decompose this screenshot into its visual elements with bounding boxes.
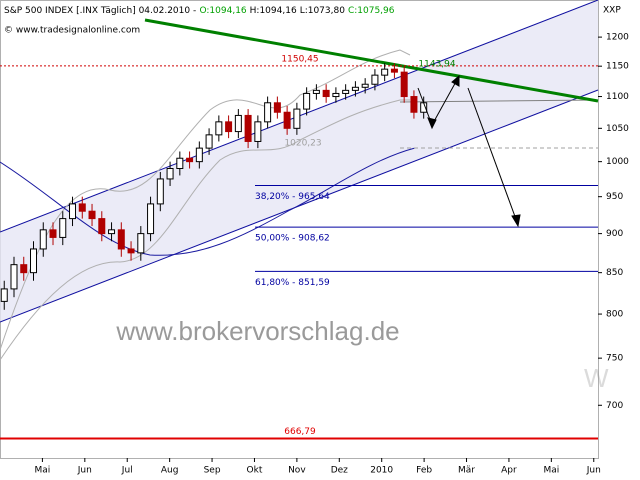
candle-body [49, 229, 57, 238]
level-label: 50,00% - 908,62 [255, 234, 330, 244]
candle-body [332, 92, 340, 98]
upper-band [0, 49, 411, 351]
resistance-line [144, 18, 599, 103]
y-tick-label: 850 [606, 268, 623, 278]
y-tick-label: 900 [606, 229, 623, 239]
x-tick-label: Nov [288, 466, 306, 476]
candle-body [117, 229, 125, 250]
candle-body [186, 157, 194, 163]
y-tick-label: 750 [606, 354, 623, 364]
candle-body [381, 68, 389, 76]
candle-body [166, 168, 174, 180]
quote-value: O:1094,16 [199, 6, 246, 16]
level-label: 61,80% - 851,59 [255, 278, 330, 288]
candle-body [78, 203, 86, 212]
x-tick-label: Feb [416, 466, 432, 476]
candle-body [410, 96, 418, 113]
channel-band [0, 0, 598, 322]
x-tick-label: Jun [586, 466, 601, 476]
arrow-head [451, 74, 460, 87]
candle-body [225, 121, 233, 133]
projection-arrows [417, 74, 521, 228]
x-tick-label: Aug [161, 466, 179, 476]
y-tick-label: 800 [606, 310, 623, 320]
source: © www.tradesignalonline.com [4, 26, 140, 36]
candle-body [88, 210, 96, 220]
candle-body [390, 68, 398, 73]
candle-body [30, 248, 38, 274]
watermark-fragment: W [584, 363, 609, 393]
candle-body [147, 203, 155, 235]
candle-body [98, 218, 106, 235]
y-tick-label: 1050 [606, 124, 629, 134]
channel-lower [0, 89, 599, 323]
candle-body [273, 102, 281, 113]
candle-body [254, 121, 262, 142]
watermark: www.brokervorschlag.de [115, 316, 399, 346]
candle-body [371, 74, 379, 85]
candle-body [108, 229, 116, 235]
candle-body [176, 157, 184, 170]
candle-body [303, 92, 311, 110]
y-tick-label: 1150 [606, 62, 629, 72]
candle-body [400, 71, 408, 98]
candle-body [195, 147, 203, 163]
candle-body [312, 89, 320, 94]
candle-body [293, 108, 301, 129]
candle-body [59, 218, 67, 238]
candle-body [156, 178, 164, 205]
candle-body [351, 86, 359, 91]
y-tick-label: 950 [606, 192, 623, 202]
y-tick-label: 1200 [606, 33, 629, 43]
candle-body [39, 229, 47, 250]
y-tick-label: 1100 [606, 92, 629, 102]
arrow-head [511, 214, 521, 228]
quote-value: L:1073,80 [300, 6, 346, 16]
quote-value: C:1075,96 [348, 6, 395, 16]
x-tick-label: Dez [331, 466, 348, 476]
candle-body [127, 248, 135, 254]
x-tick-label: Mai [543, 466, 559, 476]
level-label: 1150,45 [281, 54, 318, 64]
candle-body [361, 83, 369, 88]
candle-body [137, 233, 145, 254]
x-tick-label: Sep [204, 466, 221, 476]
candle-body [234, 114, 242, 133]
x-tick-label: Okt [247, 466, 263, 476]
quote-value: H:1094,16 [250, 6, 297, 16]
lower-band [0, 99, 410, 361]
y-tick-label: 700 [606, 401, 623, 411]
candle-body [244, 114, 252, 142]
candle-body [264, 102, 272, 123]
candle-body [0, 288, 8, 302]
x-tick-label: Jun [77, 466, 92, 476]
candle-body [20, 264, 28, 274]
candle-body [10, 264, 18, 290]
x-tick-label: 2010 [370, 466, 393, 476]
y-tick-label: 1000 [606, 157, 629, 167]
candle-body [342, 89, 350, 94]
x-tick-label: Mai [35, 466, 51, 476]
level-label: 38,20% - 965,64 [255, 192, 330, 202]
symbol: XXP [603, 6, 621, 16]
header: S&P 500 INDEX [.INX Täglich] 04.02.2010 … [4, 6, 395, 16]
level-label: 1143,94 [418, 59, 455, 69]
average-line [399, 99, 599, 103]
arrow [467, 87, 518, 223]
level-label: 1020,23 [284, 138, 321, 148]
candle-body [283, 111, 291, 129]
candle-body [322, 89, 330, 98]
level-label: 666,79 [284, 427, 316, 437]
x-tick-label: Mär [458, 466, 475, 476]
chart-title: S&P 500 INDEX [.INX Täglich] 04.02.2010 … [4, 6, 196, 16]
candle-body [205, 134, 213, 149]
arrow [431, 77, 459, 126]
x-tick-label: Jul [121, 466, 133, 476]
x-tick-label: Apr [501, 466, 517, 476]
candle-body [215, 121, 223, 136]
candle-body [69, 203, 77, 220]
